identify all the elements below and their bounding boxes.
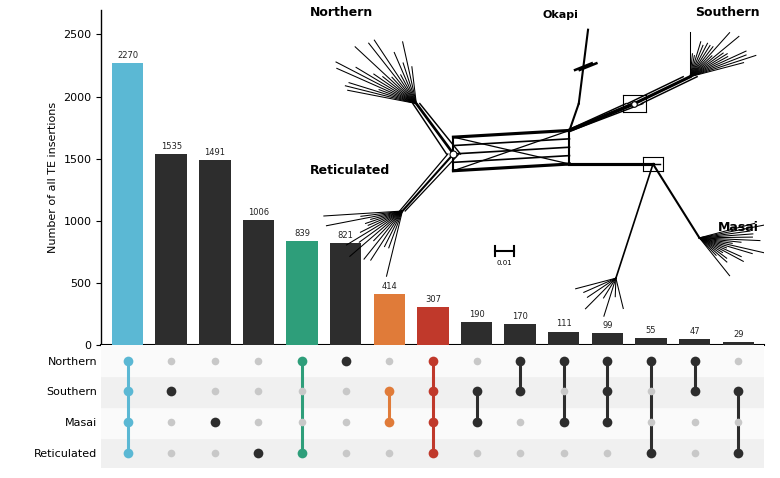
Bar bbox=[286, 241, 317, 345]
Bar bbox=[417, 307, 448, 345]
Bar bbox=[374, 294, 405, 345]
Bar bbox=[505, 324, 536, 345]
Text: 111: 111 bbox=[556, 319, 572, 328]
Bar bbox=[101, 376, 764, 407]
Text: 99: 99 bbox=[602, 321, 612, 330]
Text: 55: 55 bbox=[646, 326, 656, 336]
Text: 29: 29 bbox=[733, 330, 743, 338]
Bar bbox=[679, 339, 711, 345]
Bar bbox=[548, 332, 580, 345]
Bar bbox=[155, 154, 187, 345]
Text: 1491: 1491 bbox=[204, 148, 225, 157]
Text: 1006: 1006 bbox=[248, 208, 269, 217]
Bar bbox=[101, 438, 764, 468]
Text: 821: 821 bbox=[338, 231, 353, 240]
Text: 839: 839 bbox=[294, 229, 310, 238]
Text: 307: 307 bbox=[425, 295, 441, 304]
Bar bbox=[722, 342, 754, 345]
Text: 1535: 1535 bbox=[161, 142, 182, 152]
Bar bbox=[330, 243, 361, 345]
Text: 2270: 2270 bbox=[117, 51, 138, 60]
Bar bbox=[199, 160, 231, 345]
Y-axis label: Number of all TE insertions: Number of all TE insertions bbox=[48, 102, 58, 253]
Bar bbox=[243, 220, 274, 345]
Bar bbox=[592, 333, 623, 345]
Bar bbox=[635, 338, 667, 345]
Text: 47: 47 bbox=[690, 327, 700, 337]
Text: 170: 170 bbox=[512, 312, 528, 321]
Text: 414: 414 bbox=[381, 282, 397, 291]
Bar bbox=[101, 345, 764, 376]
Bar bbox=[461, 322, 492, 345]
Bar bbox=[112, 63, 144, 345]
Bar bbox=[101, 407, 764, 438]
Text: 190: 190 bbox=[469, 310, 484, 319]
